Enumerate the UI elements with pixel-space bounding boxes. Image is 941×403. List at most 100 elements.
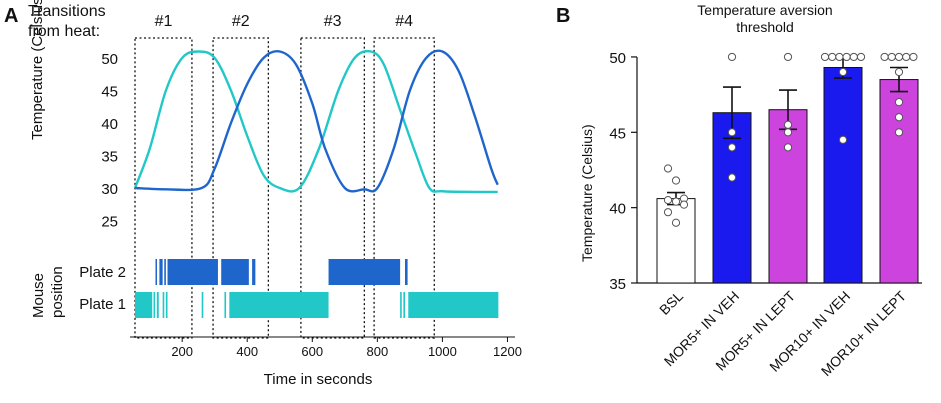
x-tick-label: 1000	[428, 344, 457, 359]
panel-a-lines	[133, 49, 499, 194]
data-point	[727, 173, 737, 182]
y-tick-label: 45	[609, 125, 626, 142]
data-point	[671, 197, 681, 206]
y-tick-label: 25	[101, 214, 118, 231]
plate1-label: Plate 1	[79, 296, 126, 313]
bar	[656, 198, 696, 284]
data-point	[849, 52, 858, 62]
bar	[879, 79, 919, 284]
y-tick-label: 30	[101, 181, 118, 198]
window-label: #1	[155, 13, 173, 30]
data-point	[679, 200, 689, 209]
plate2-occupancy-segment	[167, 259, 218, 285]
panel-b-y-label: Temperature (Celsius)	[579, 124, 595, 262]
transitions-label-line2: from heat:	[28, 23, 100, 40]
x-tick-label: 1200	[493, 344, 522, 359]
plate2-occupancy-segment	[159, 259, 163, 285]
plate1-occupancy-segment	[229, 292, 329, 318]
y-tick-label: 50	[101, 51, 118, 68]
plate1-occupancy-segment	[153, 292, 156, 318]
data-point	[783, 52, 793, 62]
y-tick-label: 50	[609, 50, 626, 67]
data-point	[894, 52, 904, 62]
bar	[768, 109, 808, 284]
y-tick-label: 35	[101, 149, 118, 166]
mouse-label-line1: Mouse	[30, 273, 47, 318]
plate2-occupancy-segment	[155, 259, 157, 285]
panel-a-letter: A	[4, 5, 18, 27]
plate1-occupancy-segment	[165, 292, 168, 318]
y-tick-label: 40	[101, 116, 118, 133]
panel-b-axes: 50 45 40 35	[609, 50, 922, 293]
data-point	[828, 52, 837, 62]
data-point	[820, 52, 830, 62]
panel-b-title-line2: threshold	[736, 19, 794, 35]
category-label: BSL	[656, 288, 686, 318]
data-point	[909, 52, 918, 62]
data-point	[880, 52, 889, 62]
mouse-label-line2: position	[49, 266, 66, 318]
bar	[823, 66, 863, 284]
panel-b-points	[663, 52, 918, 227]
plate2-occupancy-segment	[221, 259, 249, 285]
data-point	[783, 128, 793, 137]
data-point	[894, 98, 904, 107]
data-point	[663, 164, 673, 173]
panel-a-x-label: Time in seconds	[264, 371, 373, 388]
x-tick-label: 200	[171, 344, 193, 359]
x-tick-label: 600	[301, 344, 323, 359]
data-point	[727, 143, 737, 152]
plate2-temperature-line	[134, 49, 499, 193]
data-point	[894, 128, 904, 137]
panel-b-letter: B	[556, 5, 570, 27]
plate2-label: Plate 2	[79, 264, 126, 281]
data-point	[783, 120, 793, 129]
window-label: #2	[232, 13, 250, 30]
bar	[712, 112, 752, 284]
transitions-label-line1: Transitions	[28, 3, 106, 20]
mouse-position-raster	[135, 259, 499, 318]
data-point	[838, 135, 848, 144]
y-tick-label: 35	[609, 276, 626, 293]
data-point	[727, 52, 737, 62]
data-point	[671, 176, 681, 185]
data-point	[842, 52, 851, 62]
x-tick-label: 400	[236, 344, 258, 359]
plate1-temperature-line	[133, 49, 498, 194]
data-point	[902, 52, 911, 62]
panel-a-y-label: Temperature (Celsius)	[29, 0, 46, 140]
data-point	[856, 52, 866, 62]
data-point	[671, 218, 681, 227]
plate1-occupancy-segment	[408, 292, 499, 318]
data-point	[835, 52, 844, 62]
plate1-occupancy-segment	[135, 292, 153, 318]
data-point	[783, 143, 793, 152]
heat-transition-windows: #1 #2 #3 #4	[134, 13, 435, 339]
window-label: #4	[395, 13, 413, 30]
plate2-occupancy-segment	[404, 259, 408, 285]
panel-a-y-ticks: 50 45 40 35 30 25	[101, 51, 118, 231]
panel-b-title-line1: Temperature aversion	[697, 2, 832, 18]
data-point	[663, 196, 673, 205]
panel-b-bars	[656, 56, 919, 284]
plate2-occupancy-segment	[164, 259, 166, 285]
data-point	[838, 67, 848, 77]
plate1-occupancy-segment	[162, 292, 165, 318]
x-tick-label: 800	[366, 344, 388, 359]
plate1-occupancy-segment	[224, 292, 227, 318]
data-point	[894, 113, 904, 122]
data-point	[727, 128, 737, 137]
plate2-occupancy-segment	[252, 259, 256, 285]
plate1-occupancy-segment	[400, 292, 402, 318]
data-point	[663, 208, 673, 217]
y-tick-label: 45	[101, 84, 118, 101]
panel-a-x-axis: 200 400 600 800 1000 1200	[130, 336, 522, 359]
data-point	[894, 67, 904, 77]
plate1-occupancy-segment	[201, 292, 204, 318]
plate1-occupancy-segment	[403, 292, 405, 318]
data-point	[887, 52, 896, 62]
plate2-occupancy-segment	[328, 259, 401, 285]
transition-window	[212, 37, 270, 339]
